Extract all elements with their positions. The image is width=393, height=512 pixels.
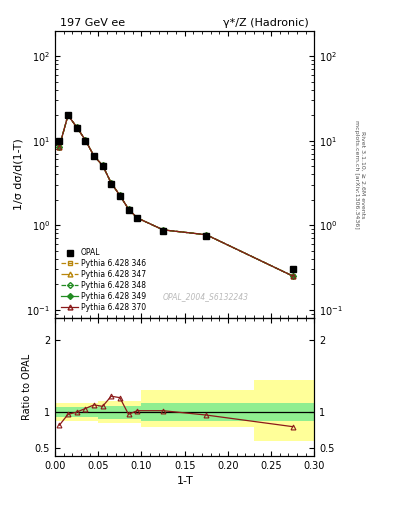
X-axis label: 1-T: 1-T [176, 476, 193, 486]
Y-axis label: Ratio to OPAL: Ratio to OPAL [22, 354, 32, 420]
Y-axis label: 1/σ dσ/d(1-T): 1/σ dσ/d(1-T) [13, 138, 24, 210]
Y-axis label: Rivet 3.1.10, ≥ 2.6M events
mcplots.cern.ch [arXiv:1306.3436]: Rivet 3.1.10, ≥ 2.6M events mcplots.cern… [354, 120, 365, 229]
Legend: OPAL, Pythia 6.428 346, Pythia 6.428 347, Pythia 6.428 348, Pythia 6.428 349, Py: OPAL, Pythia 6.428 346, Pythia 6.428 347… [59, 246, 149, 314]
Text: 197 GeV ee: 197 GeV ee [60, 18, 125, 28]
Text: γ*/Z (Hadronic): γ*/Z (Hadronic) [224, 18, 309, 28]
Text: OPAL_2004_S6132243: OPAL_2004_S6132243 [162, 292, 248, 301]
